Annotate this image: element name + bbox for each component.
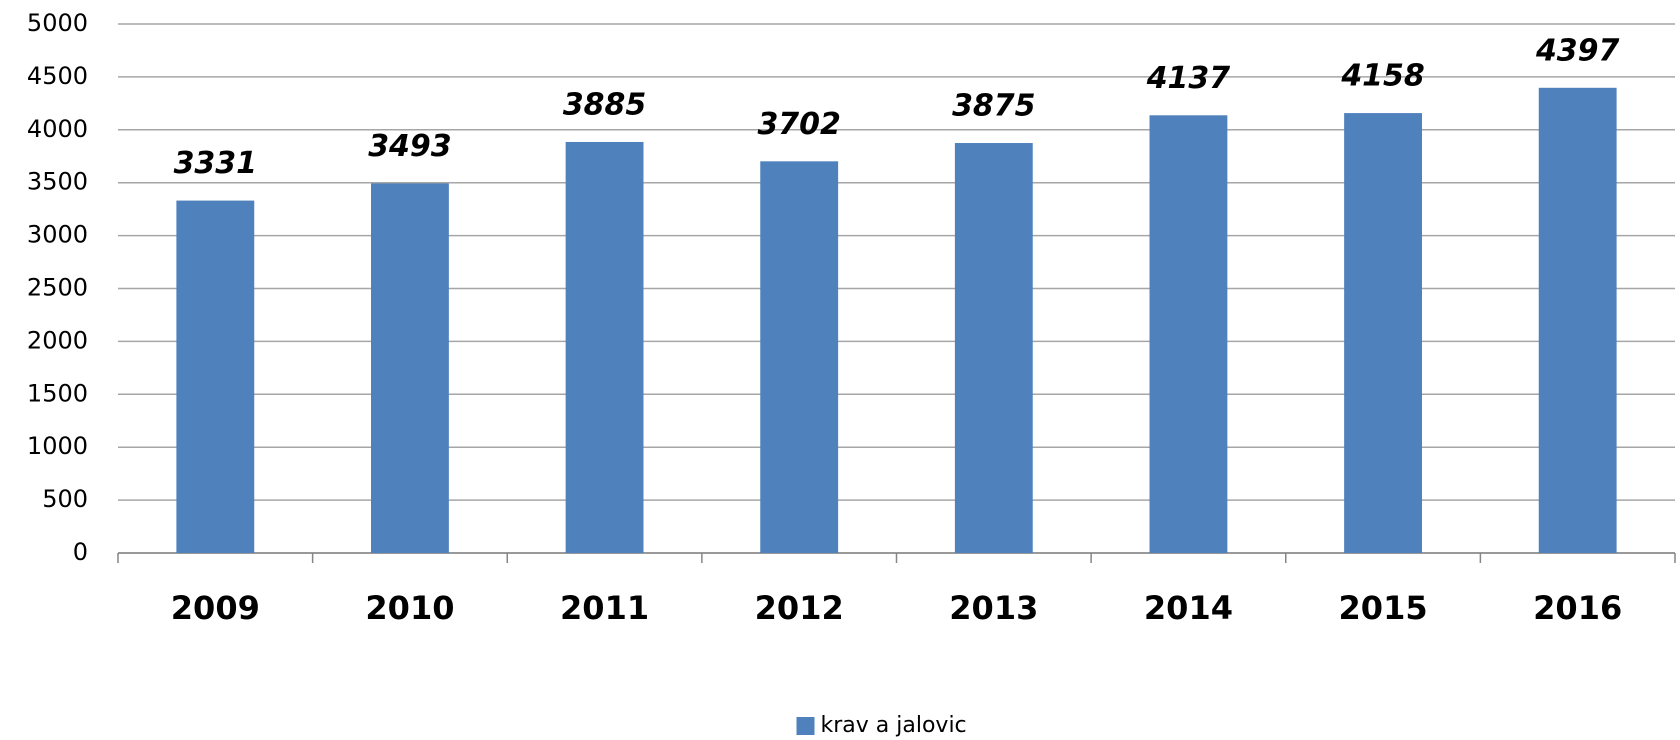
y-tick-label: 5000: [27, 9, 88, 37]
y-tick-label: 4000: [27, 115, 88, 143]
x-tick-label: 2015: [1339, 589, 1428, 627]
x-tick-label: 2010: [365, 589, 454, 627]
y-tick-label: 500: [42, 485, 88, 513]
data-label: 3885: [563, 87, 647, 122]
x-tick-label: 2011: [560, 589, 649, 627]
x-tick-label: 2016: [1533, 589, 1622, 627]
bar: [176, 200, 255, 553]
y-tick-label: 4500: [27, 62, 88, 90]
data-label: 4158: [1340, 59, 1425, 94]
y-tick-label: 3000: [27, 221, 88, 249]
data-label: 3331: [174, 146, 258, 181]
legend-swatch: [796, 717, 815, 735]
y-tick-label: 2000: [27, 326, 88, 354]
data-label: 4137: [1146, 61, 1231, 96]
y-tick-label: 0: [73, 538, 88, 566]
x-tick-label: 2014: [1144, 589, 1233, 627]
x-tick-label: 2013: [949, 589, 1038, 627]
x-tick-label: 2009: [171, 589, 260, 627]
data-label: 3493: [368, 129, 452, 164]
x-tick-label: 2012: [755, 589, 844, 627]
y-tick-label: 1500: [27, 379, 88, 407]
y-tick-label: 2500: [27, 274, 88, 302]
data-label: 3702: [757, 107, 841, 142]
y-tick-label: 1000: [27, 432, 88, 460]
bar: [1149, 115, 1228, 554]
bar: [1538, 87, 1617, 554]
legend-label: krav a jalovic: [821, 713, 967, 738]
bar: [954, 143, 1033, 553]
bar: [760, 161, 839, 553]
y-tick-label: 3500: [27, 168, 88, 196]
data-label: 3875: [952, 89, 1036, 124]
bar: [565, 141, 644, 554]
data-label: 4397: [1535, 33, 1620, 68]
bar: [1344, 113, 1422, 553]
bar: [371, 183, 449, 553]
